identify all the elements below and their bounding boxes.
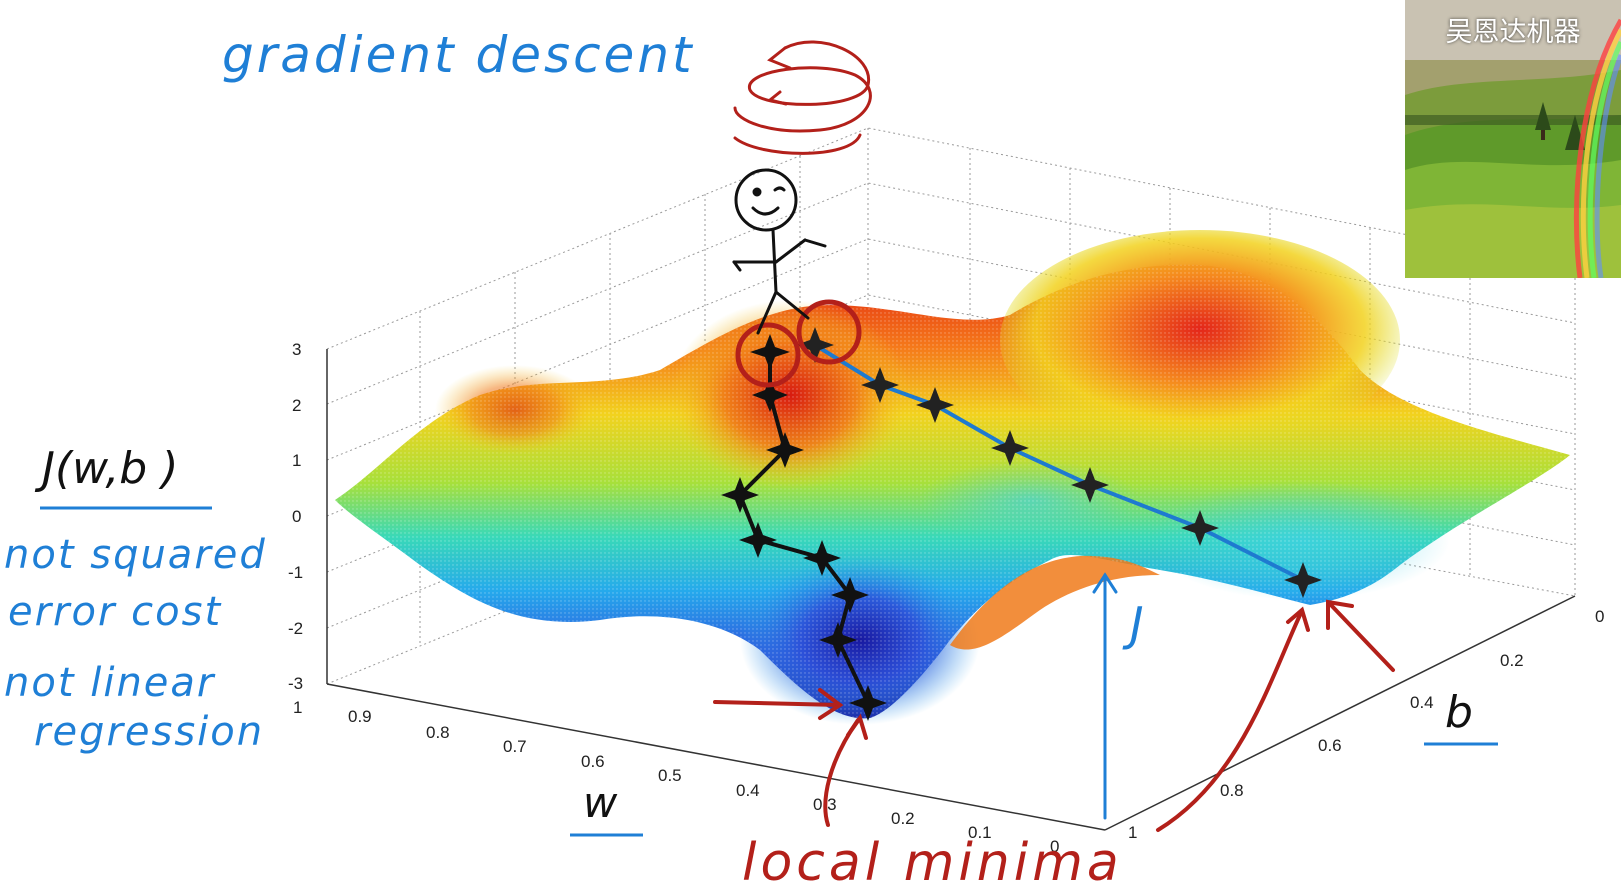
w-tick: 0.1 <box>968 823 992 842</box>
b-axis-ticks: 0 0.2 0.4 0.6 0.8 1 <box>1128 607 1604 842</box>
step-marker <box>750 334 790 370</box>
w-tick: 1 <box>293 698 302 717</box>
step-marker <box>1071 467 1109 503</box>
step-marker <box>849 685 887 721</box>
step-marker <box>916 387 954 423</box>
title-annotation: gradient descent <box>222 26 695 84</box>
z-tick: 1 <box>292 451 301 470</box>
thumbnail-label: 吴恩达机器 <box>1445 17 1581 48</box>
w-tick: 0.6 <box>581 752 605 771</box>
step-marker <box>803 540 841 576</box>
z-tick: 0 <box>292 507 301 526</box>
local-minima-label: local minima <box>742 833 1123 890</box>
b-tick: 0.2 <box>1500 651 1524 670</box>
step-marker <box>721 477 759 513</box>
minima-arrows <box>713 599 1395 832</box>
z-tick: -1 <box>288 563 303 582</box>
step-marker <box>819 622 857 658</box>
height-arrow <box>1092 572 1118 820</box>
w-tick: 0 <box>1050 837 1059 856</box>
b-tick: 1 <box>1128 823 1137 842</box>
z-tick: -3 <box>288 674 303 693</box>
b-tick: 0.4 <box>1410 693 1434 712</box>
video-thumbnail: 吴恩达机器 <box>1405 0 1621 278</box>
step-marker <box>766 432 804 468</box>
z-tick: 3 <box>292 340 301 359</box>
w-tick: 0.4 <box>736 781 760 800</box>
step-marker <box>796 327 834 363</box>
cost-function-label: J(w,b ) <box>34 443 178 494</box>
w-tick: 0.2 <box>891 809 915 828</box>
cost-surface <box>335 230 1570 725</box>
step-marker <box>831 577 869 613</box>
step-marker <box>1284 562 1322 598</box>
z-tick: 2 <box>292 396 301 415</box>
stick-figure <box>732 168 827 335</box>
note-not-linear: not linear <box>4 660 216 706</box>
plot-box-edges <box>326 349 1576 831</box>
step-marker <box>739 522 777 558</box>
note-regression: regression <box>34 709 264 755</box>
landscape-image <box>1405 0 1621 278</box>
annotations-blue: gradient descent J(w,b ) not squared err… <box>4 26 1498 837</box>
b-tick: 0.6 <box>1318 736 1342 755</box>
axis-b-label: b <box>1445 687 1473 738</box>
w-tick: 0.5 <box>658 766 682 785</box>
descent-path-blue <box>796 327 1322 598</box>
b-tick: 0.8 <box>1220 781 1244 800</box>
step-marker <box>1181 510 1219 546</box>
z-axis-ticks: 3 2 1 0 -1 -2 -3 <box>288 340 303 693</box>
w-axis-ticks: 1 0.9 0.8 0.7 0.6 0.5 0.4 0.3 0.2 0.1 0 <box>293 698 1059 856</box>
w-tick: 0.8 <box>426 723 450 742</box>
b-tick: 0 <box>1595 607 1604 626</box>
note-not-squared: not squared <box>4 532 267 578</box>
descent-path-black <box>721 334 887 721</box>
note-error-cost: error cost <box>8 589 222 635</box>
path-step-markers <box>721 334 887 721</box>
dizzy-swirl <box>733 40 872 155</box>
step-marker <box>861 367 899 403</box>
start-circles <box>735 299 862 388</box>
height-marker-label: J <box>1122 597 1144 651</box>
w-tick: 0.7 <box>503 737 527 756</box>
step-marker <box>991 430 1029 466</box>
step-marker <box>752 378 788 412</box>
axis-w-label: w <box>583 778 618 827</box>
z-tick: -2 <box>288 619 303 638</box>
w-tick: 0.9 <box>348 707 372 726</box>
